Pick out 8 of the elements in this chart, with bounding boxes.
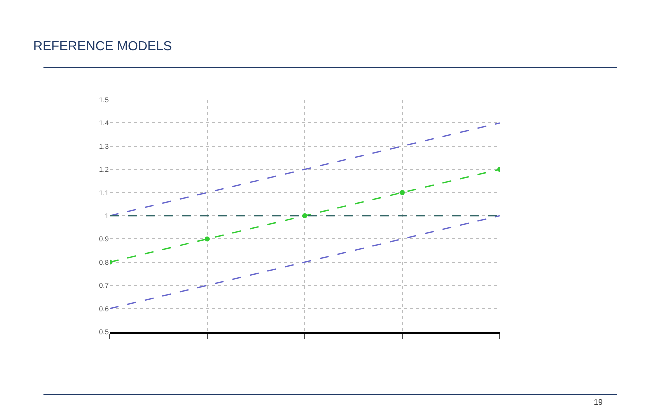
chart-title: REFERENCE MODELS [34,38,173,54]
line-series [110,122,500,217]
point [205,236,210,242]
line-series [110,167,500,265]
line-series [110,215,500,310]
point [302,214,308,218]
text: 19 [594,398,604,407]
point [400,190,405,196]
